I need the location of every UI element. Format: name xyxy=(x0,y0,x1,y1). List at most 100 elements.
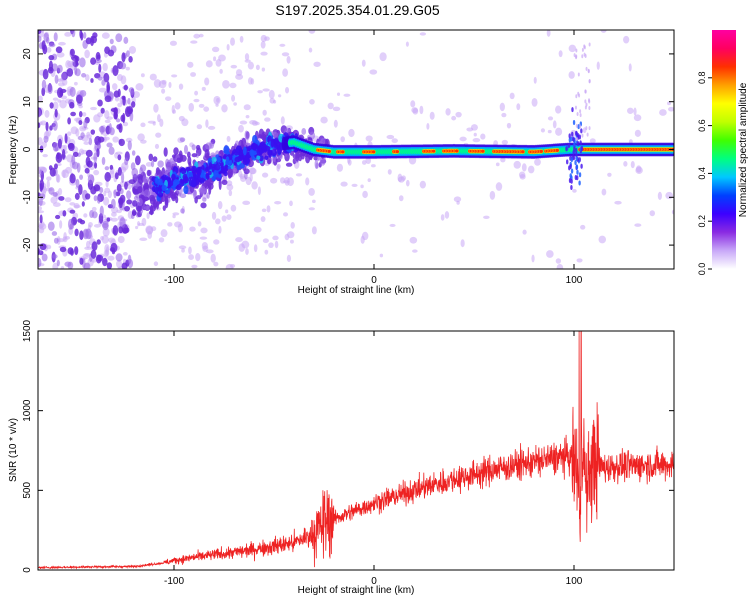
spectrogram-noise xyxy=(107,237,116,243)
spectrogram-noise xyxy=(218,225,222,234)
spectrogram-cell xyxy=(199,177,206,183)
spectrogram-cell xyxy=(42,68,49,80)
spectrogram-noise xyxy=(203,106,210,112)
spectrogram-cell xyxy=(214,163,221,171)
spectrogram-cell xyxy=(233,167,238,173)
spectrogram-noise xyxy=(555,127,563,136)
spectrogram-noise xyxy=(290,221,295,229)
spectrogram-noise xyxy=(46,179,50,189)
spectrogram-noise xyxy=(239,35,244,43)
spectrogram-noise xyxy=(264,36,270,41)
spectrogram-noise xyxy=(238,124,244,133)
spectrogram-noise xyxy=(238,170,243,178)
spectrogram-cell xyxy=(39,243,47,251)
spectrogram-cell xyxy=(155,201,159,210)
spectrogram-noise xyxy=(667,101,672,106)
spectrogram-noise xyxy=(198,33,204,38)
spectrogram-noise xyxy=(440,214,445,221)
spectrogram-noise xyxy=(671,209,674,215)
spectrogram-noise xyxy=(347,159,352,166)
spectrogram-noise xyxy=(153,261,159,267)
spectrogram-burst xyxy=(572,150,575,156)
spectrogram-burst xyxy=(580,128,583,134)
spectrogram-cell xyxy=(41,40,46,51)
spectrogram-noise xyxy=(147,120,156,124)
spectrogram-cell xyxy=(168,180,174,187)
spectrogram-burst xyxy=(584,99,587,104)
spectrogram-cell xyxy=(249,149,255,157)
spectrogram-noise xyxy=(576,258,583,263)
spectrogram-noise xyxy=(211,211,217,220)
spectrogram-noise xyxy=(67,60,74,68)
spectrogram-cell xyxy=(127,254,132,265)
spectrogram-noise xyxy=(52,202,61,207)
spectrogram-burst xyxy=(567,143,571,149)
spectrogram-noise xyxy=(534,158,541,166)
spectrogram-noise xyxy=(657,191,662,200)
spectrogram-cell xyxy=(114,111,118,120)
spectrogram-noise xyxy=(386,134,395,140)
spectrogram-noise xyxy=(261,208,267,213)
spectrogram-noise xyxy=(69,202,76,206)
spectrogram-noise xyxy=(405,179,410,187)
spectrogram-cell xyxy=(106,81,110,92)
spectrogram-cell xyxy=(47,221,55,231)
spectrogram-cell xyxy=(135,155,141,166)
spectrogram-noise xyxy=(546,30,551,37)
spectrogram-cell xyxy=(38,35,42,43)
spectrogram-cell xyxy=(115,253,123,262)
spectrogram-noise xyxy=(367,178,371,183)
spectrogram-noise xyxy=(531,98,538,107)
spectrogram-noise xyxy=(230,64,238,69)
colorbar-tick-label: 0.4 xyxy=(697,167,707,180)
spectrogram-cell xyxy=(301,153,305,160)
spectrogram-noise xyxy=(228,189,233,197)
spectrogram-noise xyxy=(181,248,185,253)
spectrogram-cell xyxy=(78,110,83,118)
spectrogram-cell xyxy=(193,189,197,198)
spectrogram-noise xyxy=(365,135,373,142)
spectrogram-noise xyxy=(623,35,630,44)
spectrogram-cell xyxy=(88,137,93,146)
spectrogram-cell xyxy=(157,160,164,168)
spectrogram-noise xyxy=(285,86,290,94)
spectrogram-noise xyxy=(626,107,634,114)
spectrogram-noise xyxy=(451,115,457,121)
spectrogram-cell xyxy=(137,204,143,212)
spectrogram-noise xyxy=(221,215,227,222)
spectrogram-cell xyxy=(119,217,126,229)
spectrogram-burst xyxy=(585,102,588,107)
spectrogram-cell xyxy=(97,143,102,150)
spectrogram-cell xyxy=(137,186,143,194)
spectrogram-noise xyxy=(269,97,275,104)
spectrogram-noise xyxy=(193,33,201,39)
spectrogram-cell xyxy=(264,145,271,152)
spectrogram-noise xyxy=(340,181,348,187)
spectrogram-cell xyxy=(118,226,124,234)
spectrogram-cell xyxy=(101,223,109,229)
spectrogram-cell xyxy=(191,144,196,151)
spectrogram-cell xyxy=(55,152,63,164)
spectrogram-cell xyxy=(48,54,55,61)
spectrogram-cell xyxy=(80,132,85,139)
spectrogram-noise xyxy=(243,104,251,111)
spectrogram-noise xyxy=(410,100,416,108)
spectrogram-cell xyxy=(45,121,49,132)
spectrogram-cell xyxy=(38,30,42,35)
spectrogram-noise xyxy=(46,176,52,181)
spectrogram-cell xyxy=(136,197,143,207)
spectrogram-noise xyxy=(264,117,271,122)
spectrogram-cell xyxy=(200,202,207,209)
spectrogram-noise xyxy=(140,139,147,144)
spectrogram-cell xyxy=(96,196,101,204)
spectrogram-noise xyxy=(211,46,220,53)
spectrogram-noise xyxy=(262,172,269,178)
spectrogram-noise xyxy=(286,55,291,64)
spectrogram-cell xyxy=(101,156,106,166)
spectrogram-cell xyxy=(55,214,61,220)
spectrogram-noise xyxy=(412,108,419,115)
spectrogram-noise xyxy=(369,69,378,75)
spectrogram-cell xyxy=(121,172,125,184)
spectrogram-cell xyxy=(97,76,103,81)
spectrogram-cell xyxy=(173,179,180,186)
